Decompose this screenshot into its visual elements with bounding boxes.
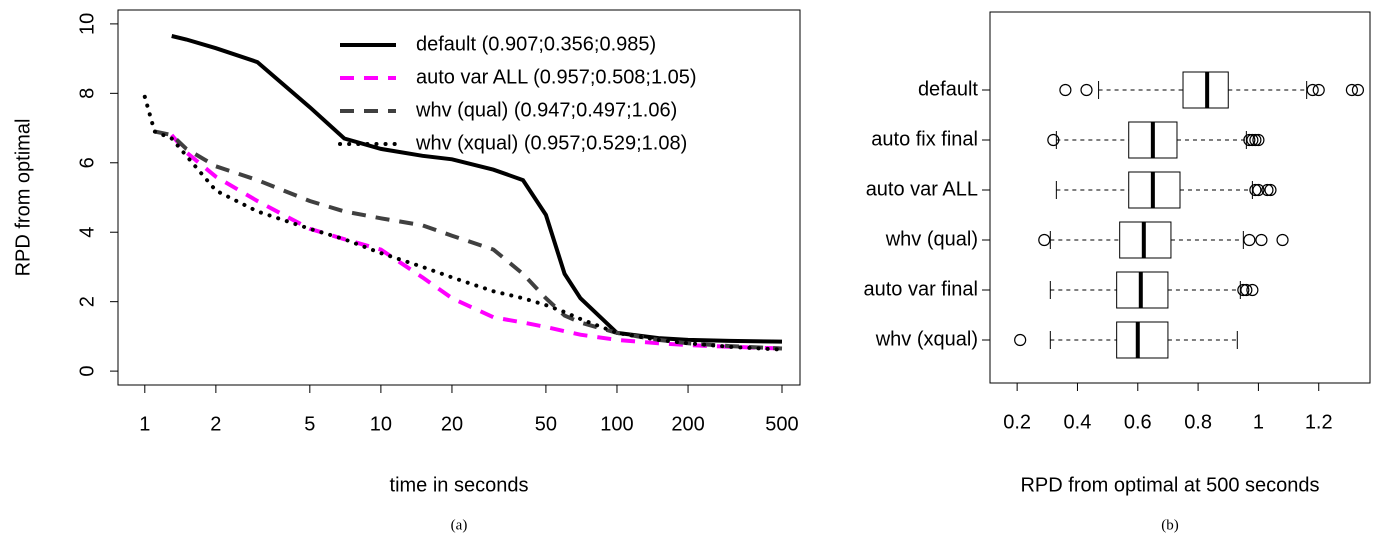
category-label: auto var final <box>863 278 978 300</box>
y-tick-label: 8 <box>76 88 98 99</box>
x-axis-label: RPD from optimal at 500 seconds <box>1020 474 1319 496</box>
series-line <box>154 129 783 351</box>
outlier <box>1059 83 1072 97</box>
outlier <box>1246 133 1259 147</box>
x-tick-label: 10 <box>370 413 392 435</box>
x-tick-label: 1 <box>1253 411 1264 433</box>
x-tick-label: 500 <box>765 413 798 435</box>
caption: (a) <box>451 517 468 533</box>
outlier <box>1047 133 1060 147</box>
y-axis-label: RPD from optimal <box>12 119 34 277</box>
outlier <box>1345 83 1359 97</box>
category-label: auto var ALL <box>866 178 978 200</box>
outlier <box>1261 183 1274 197</box>
outlier <box>1255 233 1268 247</box>
x-tick-label: 200 <box>671 413 704 435</box>
category-label: whv (qual) <box>885 228 978 250</box>
outlier <box>1080 83 1093 97</box>
x-tick-label: 0.2 <box>1003 411 1031 433</box>
x-tick-label: 2 <box>210 413 221 435</box>
y-tick-label: 10 <box>76 13 98 35</box>
legend-label: whv (xqual) (0.957;0.529;1.08) <box>415 132 687 154</box>
y-tick-label: 4 <box>76 227 98 238</box>
plot-frame <box>117 9 801 386</box>
series-line <box>142 94 784 352</box>
outlier <box>1312 83 1325 97</box>
box <box>1116 321 1169 359</box>
x-tick-label: 1.2 <box>1305 411 1333 433</box>
outlier <box>1014 333 1027 347</box>
y-tick-label: 6 <box>76 157 98 168</box>
outlier <box>1351 83 1365 97</box>
outlier <box>1038 233 1051 247</box>
category-label: default <box>918 78 978 100</box>
x-tick-label: 5 <box>304 413 315 435</box>
x-tick-label: 0.6 <box>1124 411 1152 433</box>
legend-label: default (0.907;0.356;0.985) <box>416 33 656 55</box>
outlier <box>1276 233 1289 247</box>
outlier <box>1252 183 1265 197</box>
legend-label: auto var ALL (0.957;0.508;1.05) <box>416 66 697 88</box>
category-label: whv (xqual) <box>875 328 978 350</box>
category-label: auto fix final <box>871 128 978 150</box>
series-line <box>170 133 783 351</box>
x-tick-label: 50 <box>535 413 557 435</box>
x-tick-label: 0.8 <box>1184 411 1212 433</box>
outlier <box>1252 133 1265 147</box>
x-tick-label: 0.4 <box>1064 411 1092 433</box>
outlier <box>1246 283 1259 297</box>
x-tick-label: 1 <box>139 413 150 435</box>
outlier <box>1264 183 1277 197</box>
caption: (b) <box>1161 517 1179 533</box>
outlier <box>1249 133 1262 147</box>
outlier <box>1243 133 1256 147</box>
outlier <box>1249 183 1262 197</box>
plot-frame <box>989 11 1371 384</box>
outlier <box>1237 283 1250 297</box>
outlier <box>1306 83 1319 97</box>
outlier <box>1243 233 1256 247</box>
x-axis-label: time in seconds <box>390 474 529 496</box>
legend-label: whv (qual) (0.947;0.497;1.06) <box>415 99 677 121</box>
y-tick-label: 2 <box>76 296 98 307</box>
x-tick-label: 100 <box>600 413 633 435</box>
x-tick-label: 20 <box>441 413 463 435</box>
outlier <box>1240 283 1253 297</box>
y-tick-label: 0 <box>76 366 98 377</box>
